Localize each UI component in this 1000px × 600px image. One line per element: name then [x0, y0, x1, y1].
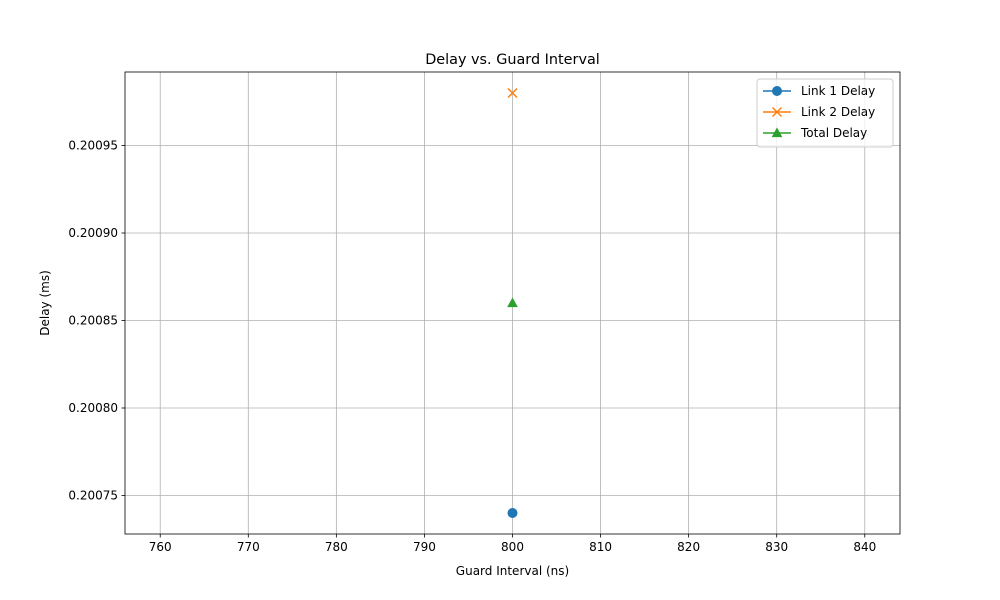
x-tick-label: 790	[413, 540, 436, 554]
legend-entry: Link 1 Delay	[801, 84, 875, 98]
x-axis-label: Guard Interval (ns)	[456, 564, 569, 578]
legend-marker	[771, 127, 783, 138]
legend: Link 1 Delay Link 2 Delay Total Delay	[756, 78, 894, 148]
x-tick-label: 820	[677, 540, 700, 554]
x-tick-label: 810	[589, 540, 612, 554]
legend-marker	[772, 86, 782, 96]
x-marker-stroke	[507, 87, 518, 99]
chart-title: Delay vs. Guard Interval	[425, 52, 600, 68]
grid	[125, 72, 900, 534]
series-markers	[507, 87, 518, 518]
x-tick-label: 760	[149, 540, 172, 554]
y-tick-label: 0.20075	[68, 489, 118, 503]
x-tick-label: 770	[237, 540, 260, 554]
data-point-series-2	[507, 87, 518, 99]
plot-frame	[124, 71, 901, 535]
y-tick-label: 0.20080	[68, 401, 118, 415]
x-tick-label: 840	[853, 540, 876, 554]
y-tick-label: 0.20090	[68, 226, 118, 240]
y-tick-label: 0.20085	[68, 314, 118, 328]
y-axis-label: Delay (ms)	[38, 270, 52, 336]
legend-entry: Total Delay	[800, 126, 867, 140]
legend-box	[756, 78, 894, 148]
data-point-series-3	[507, 297, 518, 308]
y-tick-label: 0.20095	[68, 139, 118, 153]
x-tick-label: 800	[501, 540, 524, 554]
data-point-series-1	[507, 508, 518, 518]
legend-entry: Link 2 Delay	[801, 105, 875, 119]
x-marker-stroke	[771, 106, 783, 118]
x-tick-label: 780	[325, 540, 348, 554]
axis-ticks: 760 770 780 790 800 810 820 830 840 0.20075 0.2008…	[68, 139, 876, 555]
x-tick-label: 830	[765, 540, 788, 554]
legend-marker	[771, 106, 783, 118]
